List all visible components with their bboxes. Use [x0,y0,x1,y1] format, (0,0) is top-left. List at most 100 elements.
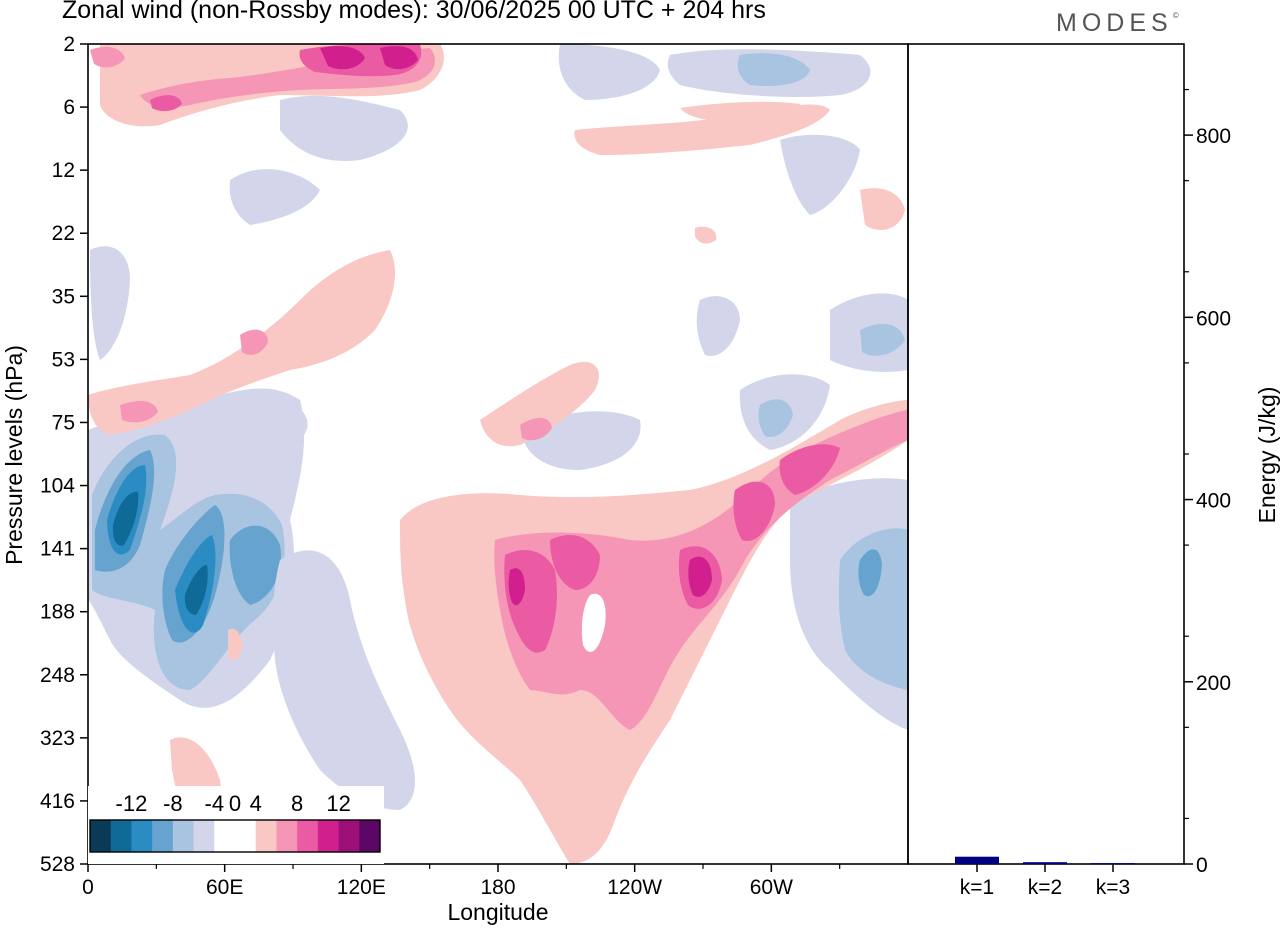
colorbar-legend: -12 -8 -4 0 4 8 12 [88,786,384,864]
pos-region-strat-core-b [320,46,365,70]
x-tick-label: 180 [480,876,515,899]
y-tick-label: 35 [52,285,75,308]
x-tick-label: 120E [337,876,386,899]
neg-region-upper-c [280,95,408,161]
y-tick-label: 248 [40,664,75,687]
brand-text: MODES [1056,9,1173,37]
pos-region-jet-core-g [508,568,525,606]
y-tick-label: 12 [52,159,75,182]
y-tick-label: 6 [63,96,75,119]
energy-tick-label: 800 [1196,125,1231,148]
x-tick-label: 120W [607,876,662,899]
pos-region-mid-band-b [480,361,599,447]
brand-mark: © [1172,11,1179,20]
y-tick-label: 22 [52,222,75,245]
pos-region-strat-core-e [150,95,182,112]
colorbar-label: 4 [250,791,262,816]
pos-region-south-patch-b [228,628,243,661]
neg-region-mid-c [860,324,905,356]
chart-title: Zonal wind (non-Rossby modes): 30/06/202… [62,0,766,24]
colorbar-swatch [255,820,277,852]
energy-bar-k=3 [1091,863,1135,865]
bar-axes: 0 200 400 600 800 [1184,88,1231,877]
wind-field [88,44,908,864]
colorbar-label: 8 [291,791,303,816]
pos-region-strat-band-c [680,101,800,122]
energy-bar-k=1 [955,856,999,864]
neg-region-upper-f [737,53,810,87]
pos-region-jet-core-b [550,535,600,590]
pos-region-strat-core-c [380,46,418,70]
x-tick-label: 0 [82,876,94,899]
colorbar-label: -8 [163,791,183,816]
pos-region-strat-core-d [90,46,125,68]
neg-region-east-b [838,528,908,690]
x-axis-title: Longitude [447,899,548,925]
colorbar-swatch [90,820,112,852]
colorbar-label: 12 [326,791,350,816]
neg-region-mid-a [696,296,740,356]
pos-region-strat-patch [860,188,905,230]
colorbar-swatch [152,820,174,852]
bar-category-label: k=2 [1028,876,1062,899]
y-tick-label: 104 [40,475,75,498]
pos-region-jet-core-e [779,444,840,495]
y-tick-label: 141 [40,538,75,561]
y-tick-label: 53 [52,348,75,371]
pos-region-mid-core-a [120,400,158,423]
colorbar-swatch [276,820,298,852]
y-tick-label: 528 [40,853,75,876]
neg-region-mid-e [758,399,793,438]
colorbar-swatch [193,820,215,852]
energy-tick-label: 600 [1196,307,1231,330]
y-tick-label: 75 [52,411,75,434]
bar-category-label: k=1 [960,876,994,899]
energy-bars: k=1 k=2 k=3 [955,856,1135,899]
colorbar-swatch [235,820,257,852]
pos-region-mid-core-b [240,329,268,355]
negative-wind-regions [88,44,908,810]
x-tick-label: 60W [750,876,793,899]
neg-region-core-g [184,565,208,615]
colorbar-swatch [317,820,340,852]
colorbar-swatch [131,820,153,852]
y-tick-label: 323 [40,727,75,750]
colorbar-labels: -12 -8 -4 0 4 8 12 [116,791,351,816]
neg-region-south [273,550,415,810]
pos-region-gap [581,593,606,653]
colorbar-label: 0 [229,791,241,816]
y-tick-label: 188 [40,601,75,624]
positive-wind-regions [88,44,908,864]
colorbar-swatch [338,820,360,852]
pos-region-strat-patch-b [695,226,717,244]
y-axis-title: Pressure levels (hPa) [1,345,27,565]
energy-tick-label: 0 [1196,854,1208,877]
pos-region-mid-core-c [520,417,552,441]
colorbar-label: -12 [116,791,148,816]
x-tick-label: 60E [206,876,243,899]
neg-region-upper-b [229,169,320,225]
heatmap-axes: 0 60E 120E 180 120W 60W 2 6 12 22 35 53 75 104 141 188 2… [40,33,841,899]
bar-category-label: k=3 [1096,876,1130,899]
neg-region-east-c [858,549,882,597]
pos-region-jet-core-d [733,481,775,541]
pos-region-jet-core-f [688,556,712,597]
neg-region-upper-a [90,246,130,360]
brand-logo: MODES© [1056,9,1179,38]
energy-axis-title: Energy (J/kg) [1254,387,1280,524]
colorbar-label: -4 [205,791,225,816]
colorbar-swatch [214,820,236,852]
colorbar-frame [89,819,381,853]
neg-region-core-c [229,525,281,605]
colorbar-swatches [89,819,381,853]
neg-region-upper-g [780,134,860,215]
neg-region-core-f [112,491,139,546]
neg-region-upper-d [558,44,660,100]
colorbar-swatch [110,820,132,852]
energy-bar-k=2 [1023,862,1067,864]
colorbar-swatch [359,820,381,852]
pos-region-mid-band [88,250,395,435]
y-tick-label: 416 [40,790,75,813]
y-tick-label: 2 [63,33,75,56]
